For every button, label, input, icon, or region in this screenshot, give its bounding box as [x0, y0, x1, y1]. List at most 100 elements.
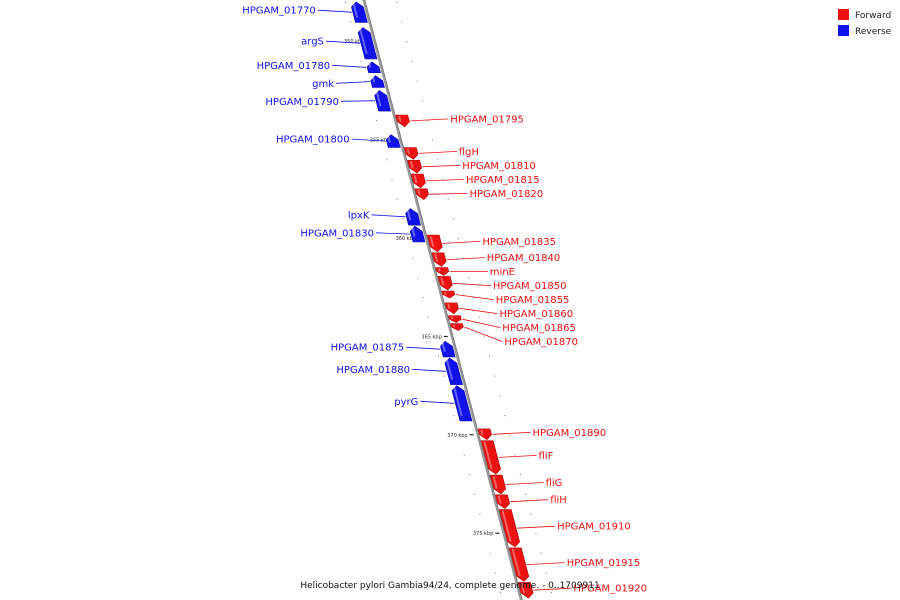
gene-sheen — [440, 277, 445, 286]
gene-label[interactable]: HPGAM_01890 — [533, 428, 607, 439]
gene-label[interactable]: fliG — [546, 478, 563, 489]
leader-line — [375, 232, 411, 235]
gene-label[interactable]: HPGAM_01820 — [470, 189, 544, 200]
gene-arrow-flig[interactable] — [489, 474, 507, 495]
gene-label[interactable]: HPGAM_01880 — [336, 365, 410, 376]
gene-label[interactable]: HPGAM_01790 — [265, 97, 339, 108]
leader-line — [425, 179, 465, 182]
gene-label[interactable]: gmk — [312, 79, 334, 90]
gene-label[interactable]: HPGAM_01840 — [487, 253, 561, 264]
gene-sheen — [445, 358, 454, 380]
gene-arrow-hpgam_01820[interactable] — [414, 188, 429, 200]
gene-arrow-hpgam_01835[interactable] — [426, 234, 443, 253]
gene-arrow-hpgam_01810[interactable] — [407, 160, 423, 174]
gene-label[interactable]: fliF — [539, 451, 554, 462]
gene-arrow-hpgam_01880[interactable] — [444, 357, 463, 385]
scale-dot — [452, 218, 454, 220]
gene-arrow-hpgam_01855[interactable] — [441, 290, 456, 299]
gene-sheen — [452, 324, 456, 328]
gene-arrow-hpgam_01790[interactable] — [374, 90, 392, 112]
gene-sheen — [375, 91, 382, 107]
gene-arrow-hpgam_01840[interactable] — [431, 252, 447, 267]
leader-line — [498, 455, 537, 458]
gene-label[interactable]: HPGAM_01780 — [257, 61, 331, 72]
gene-label[interactable]: HPGAM_01830 — [300, 228, 374, 239]
leader-line — [517, 525, 556, 529]
gene-label[interactable]: lpxK — [348, 210, 370, 221]
scale-dot — [422, 297, 424, 298]
leader-line — [325, 40, 360, 44]
gene-label[interactable]: HPGAM_01850 — [493, 281, 567, 292]
scale-dot — [416, 80, 418, 82]
gene-arrow-hpgam_01890[interactable] — [477, 428, 492, 441]
gene-sheen — [480, 429, 484, 435]
gene-arrow-gmk[interactable] — [370, 75, 385, 88]
gene-arrow-hpgam_01910[interactable] — [498, 509, 521, 548]
gene-label[interactable]: HPGAM_01875 — [331, 343, 405, 354]
gene-arrow-hpgam_01870[interactable] — [450, 323, 464, 331]
gene-arrow-lpxk[interactable] — [405, 208, 421, 226]
gene-label[interactable]: HPGAM_01915 — [567, 558, 641, 569]
gene-sheen — [411, 226, 416, 238]
scale-dot — [468, 474, 470, 476]
gene-arrow-hpgam_01830[interactable] — [409, 225, 426, 243]
gene-label[interactable]: minE — [490, 267, 515, 278]
gene-arrow-mine[interactable] — [435, 267, 450, 276]
gene-label[interactable]: HPGAM_01920 — [573, 584, 647, 595]
scale-dot — [458, 238, 459, 239]
gene-arrow-hpgam_01850[interactable] — [437, 276, 453, 291]
scale-dot — [421, 100, 423, 102]
gene-label[interactable]: flgH — [459, 147, 479, 158]
leader-line — [371, 214, 406, 218]
gene-label[interactable]: HPGAM_01810 — [462, 161, 536, 172]
gene-label[interactable]: HPGAM_01870 — [504, 337, 578, 348]
gene-arrow-hpgam_01875[interactable] — [440, 340, 456, 358]
gene-label[interactable]: HPGAM_01835 — [482, 237, 556, 248]
gene-arrow-hpgam_01920[interactable] — [517, 582, 534, 599]
scale-dot — [494, 572, 496, 574]
gene-arrow-hpgam_01770[interactable] — [351, 1, 368, 23]
gene-label[interactable]: HPGAM_01855 — [496, 295, 570, 306]
gene-arrow-hpgam_01800[interactable] — [385, 134, 401, 148]
gene-arrow-hpgam_01795[interactable] — [395, 114, 410, 128]
gene-arrow-hpgam_01815[interactable] — [410, 173, 426, 189]
gene-label[interactable]: HPGAM_01800 — [276, 135, 350, 146]
gene-arrow-args[interactable] — [357, 27, 378, 60]
scale-dot — [499, 395, 501, 397]
scale-dot — [443, 375, 445, 377]
scale-dot — [438, 356, 439, 358]
scale-dot — [386, 159, 388, 161]
tick-label: 350 kbp — [344, 39, 364, 45]
gene-label[interactable]: HPGAM_01860 — [500, 309, 574, 320]
gene-arrow-hpgam_01865[interactable] — [448, 315, 462, 323]
gene-sheen — [398, 115, 402, 123]
gene-label[interactable]: pyrG — [394, 397, 418, 408]
leader-line — [442, 241, 481, 244]
scale-dot — [478, 316, 480, 318]
gene-label[interactable]: HPGAM_01795 — [450, 114, 524, 125]
scale-dot — [437, 159, 439, 161]
gene-label[interactable]: HPGAM_01770 — [242, 6, 316, 17]
map-caption: Helicobacter pylori Gambia94/24, complet… — [300, 581, 599, 591]
gene-arrow-hpgam_01915[interactable] — [508, 547, 530, 582]
gene-label[interactable]: HPGAM_01815 — [466, 175, 540, 186]
gene-sheen — [406, 209, 412, 221]
gene-arrow-flif[interactable] — [480, 440, 501, 475]
gene-label[interactable]: HPGAM_01865 — [502, 323, 576, 334]
gene-label[interactable]: HPGAM_01910 — [557, 522, 631, 533]
gene-label[interactable]: fliH — [550, 495, 567, 506]
scale-dot — [412, 257, 414, 259]
gene-arrow-pyrg[interactable] — [451, 385, 473, 422]
gene-arrow-hpgam_01860[interactable] — [444, 302, 459, 315]
gene-arrow-hpgam_01780[interactable] — [366, 61, 381, 73]
gene-sheen — [387, 135, 391, 143]
leader-line — [340, 100, 376, 102]
scale-dot — [396, 198, 398, 200]
scale-dot — [396, 1, 398, 3]
gene-sheen — [438, 268, 441, 272]
gene-label[interactable]: argS — [301, 37, 324, 48]
gene-arrow-flih[interactable] — [495, 494, 511, 509]
gene-arrow-flgh[interactable] — [403, 147, 419, 160]
gene-sheen — [409, 161, 414, 169]
